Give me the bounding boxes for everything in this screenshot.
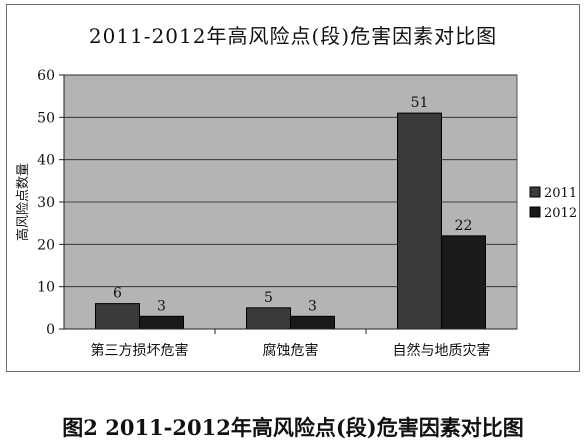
y-tick-label: 10	[37, 280, 55, 296]
y-axis-label: 高风险点数量	[15, 163, 31, 241]
data-label: 6	[113, 286, 122, 302]
bar-2012	[139, 315, 184, 330]
y-tick-label: 30	[37, 195, 55, 211]
figure-caption: 图2 2011-2012年高风险点(段)危害因素对比图	[62, 415, 524, 440]
x-tick-label: 第三方损坏危害	[91, 342, 189, 359]
bar-layer: 6 3 5 3 51 22	[95, 95, 486, 330]
chart-title: 2011-2012年高风险点(段)危害因素对比图	[88, 24, 498, 48]
bar-2011	[246, 307, 291, 330]
bar-2011	[397, 112, 442, 330]
bar-2012	[441, 235, 486, 330]
y-tick-label: 40	[37, 153, 55, 169]
x-tick-label: 腐蚀危害	[263, 342, 319, 359]
legend-swatch-2011	[529, 186, 541, 198]
data-label: 3	[157, 298, 166, 314]
data-label: 22	[455, 218, 473, 234]
legend-label: 2011	[544, 186, 577, 201]
legend-label: 2012	[544, 206, 577, 221]
data-label: 51	[411, 95, 429, 111]
bar-2011	[95, 303, 140, 330]
legend: 2011 2012	[529, 186, 577, 221]
legend-swatch-2012	[529, 206, 541, 218]
y-tick-label: 0	[46, 322, 55, 338]
bar-2012	[290, 315, 335, 330]
y-tick-label: 20	[37, 237, 55, 253]
x-tick-label: 自然与地质灾害	[393, 342, 491, 359]
y-tick-label: 50	[37, 110, 55, 126]
axis-layer: 0 10 20 30 40 50 60 第三方损坏危害 腐蚀危害 自然与地质灾害	[37, 68, 517, 359]
data-label: 3	[308, 298, 317, 314]
data-label: 5	[264, 290, 273, 306]
y-tick-label: 60	[37, 68, 55, 84]
